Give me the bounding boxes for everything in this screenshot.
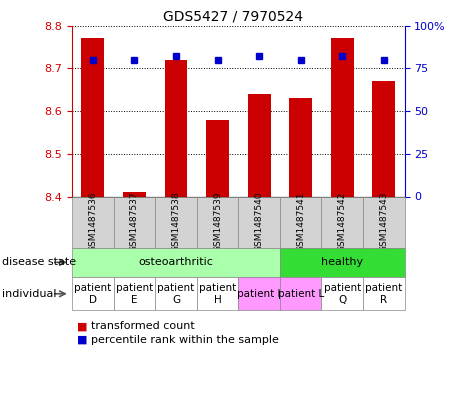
Bar — [363, 277, 405, 310]
Text: GSM1487542: GSM1487542 — [338, 192, 347, 252]
Bar — [113, 277, 155, 310]
Bar — [72, 196, 113, 248]
Bar — [280, 277, 321, 310]
Text: patient
H: patient H — [199, 283, 236, 305]
Text: ■: ■ — [77, 321, 87, 331]
Bar — [248, 94, 271, 196]
Bar — [321, 196, 363, 248]
Bar — [280, 248, 405, 277]
Text: patient L: patient L — [278, 289, 324, 299]
Bar — [363, 196, 405, 248]
Text: GSM1487540: GSM1487540 — [255, 192, 264, 252]
Text: healthy: healthy — [321, 257, 363, 267]
Text: GSM1487536: GSM1487536 — [88, 192, 97, 252]
Bar — [331, 39, 354, 197]
Bar — [155, 196, 197, 248]
Text: patient I: patient I — [237, 289, 281, 299]
Bar — [72, 277, 113, 310]
Bar — [280, 196, 321, 248]
Text: patient
Q: patient Q — [324, 283, 361, 305]
Bar — [81, 39, 104, 197]
Text: disease state: disease state — [2, 257, 76, 267]
Bar — [197, 277, 238, 310]
Text: GSM1487537: GSM1487537 — [130, 192, 139, 252]
Text: individual: individual — [2, 289, 57, 299]
Bar — [239, 277, 280, 310]
Bar — [289, 98, 312, 196]
Text: GSM1487541: GSM1487541 — [296, 192, 305, 252]
Text: patient
G: patient G — [157, 283, 194, 305]
Text: osteoarthritic: osteoarthritic — [139, 257, 213, 267]
Text: GSM1487543: GSM1487543 — [379, 192, 388, 252]
Bar — [165, 60, 187, 196]
Bar — [113, 196, 155, 248]
Bar — [155, 277, 197, 310]
Bar — [321, 277, 363, 310]
Text: ■: ■ — [77, 335, 87, 345]
Text: patient
R: patient R — [365, 283, 402, 305]
Bar — [206, 119, 229, 196]
Text: transformed count: transformed count — [91, 321, 194, 331]
Text: GDS5427 / 7970524: GDS5427 / 7970524 — [162, 10, 303, 24]
Text: patient
E: patient E — [116, 283, 153, 305]
Bar — [197, 196, 238, 248]
Bar — [72, 248, 280, 277]
Bar — [372, 81, 395, 196]
Bar — [239, 196, 280, 248]
Text: patient
D: patient D — [74, 283, 112, 305]
Bar — [123, 192, 146, 196]
Text: percentile rank within the sample: percentile rank within the sample — [91, 335, 279, 345]
Text: GSM1487538: GSM1487538 — [172, 192, 180, 252]
Text: GSM1487539: GSM1487539 — [213, 192, 222, 252]
